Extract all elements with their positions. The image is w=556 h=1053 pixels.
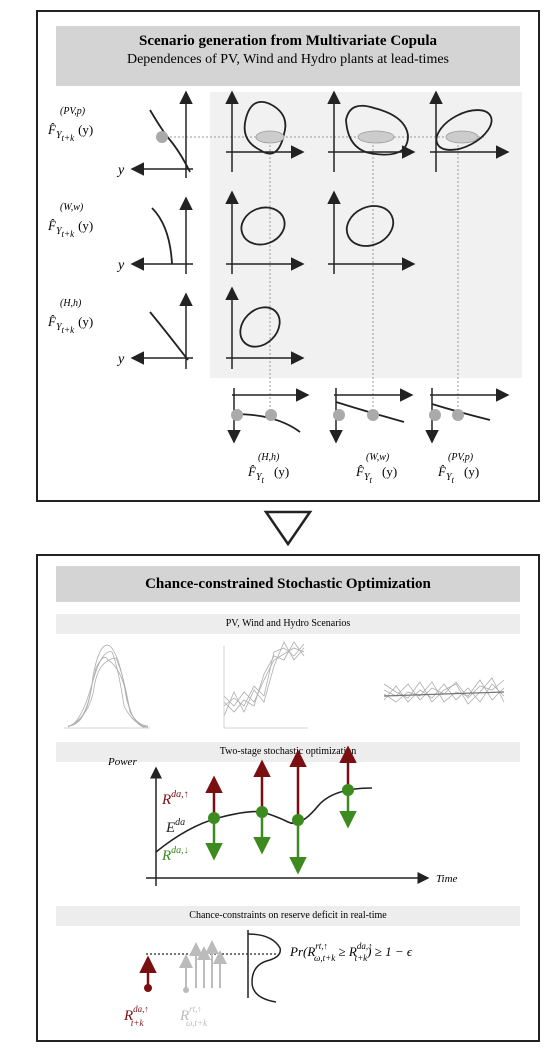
copula-plot-r1c1: [225, 90, 305, 172]
scenario-wind: [223, 641, 308, 729]
svg-text:F̂Yt(y): F̂Yt(y): [247, 464, 289, 485]
copula-title: Scenario generation from Multivariate Co…: [138, 33, 437, 49]
y-label-row2: y: [116, 258, 125, 273]
cdf-row3: [130, 292, 193, 369]
svg-text:(H,h): (H,h): [60, 298, 82, 309]
scenarios-label: PV, Wind and Hydro Scenarios: [56, 614, 520, 634]
svg-text:F̂Yt(y): F̂Yt(y): [437, 464, 479, 485]
left-cdf-labels: F̂Yt+k(y) (PV,p) F̂Yt+k(y) (W,w) F̂Yt+k(…: [47, 106, 93, 335]
svg-text:F̂Yt+k(y): F̂Yt+k(y): [47, 122, 93, 143]
svg-text:(PV,p): (PV,p): [60, 106, 86, 117]
svg-text:F̂Yt+k(y): F̂Yt+k(y): [47, 314, 93, 335]
copula-subtitle: Dependences of PV, Wind and Hydro plants…: [126, 52, 449, 67]
chance-label: Chance-constraints on reserve deficit in…: [56, 906, 520, 926]
svg-text:(PV,p): (PV,p): [448, 452, 474, 463]
marginal-h: [227, 388, 310, 444]
svg-text:(W,w): (W,w): [366, 452, 390, 463]
dotted-guides: [162, 136, 486, 415]
svg-text:F̂Yt(y): F̂Yt(y): [355, 464, 397, 485]
r-up-label: Rda,↑: [161, 789, 189, 808]
r-rt-label: Rrt,↑ ω,t+k: [179, 1004, 208, 1028]
flow-arrow-icon: [263, 510, 313, 547]
time-label: Time: [436, 873, 458, 885]
copula-panel: Scenario generation from Multivariate Co…: [36, 10, 540, 502]
optimization-diagram: Power Time Rda,↑ Eda Rda,↓ Pr(Rrt,↑ ω,t+k…: [64, 641, 505, 1028]
y-label-row3: y: [116, 352, 125, 367]
copula-plot-r3c1: [225, 286, 305, 369]
scenario-pv: [64, 644, 150, 729]
copula-plot-r2c2: [327, 190, 416, 274]
svg-text:F̂Yt+k(y): F̂Yt+k(y): [47, 218, 93, 239]
copula-plot-r1c3: [429, 90, 510, 172]
marginal-pv: [425, 388, 510, 444]
svg-text:(H,h): (H,h): [258, 452, 280, 463]
optimization-title: Chance-constrained Stochastic Optimizati…: [56, 566, 520, 602]
copula-plot-r2c1: [225, 190, 305, 274]
cdf-row1: [130, 90, 193, 178]
r-down-label: Rda,↓: [161, 845, 189, 864]
y-label-row1: y: [116, 163, 125, 178]
chance-plot: Pr(Rrt,↑ ω,t+k ≥ Rda,↑ t+k) ≥ 1 − ϵ Rda,↑ t…: [123, 930, 413, 1028]
optimization-panel: Chance-constrained Stochastic Optimizati…: [36, 554, 540, 1042]
chance-formula: Pr(Rrt,↑ ω,t+k ≥ Rda,↑ t+k) ≥ 1 − ϵ: [289, 941, 413, 963]
copula-diagram: y y y F̂Yt+k(y) (PV,p) F̂Yt+k(y) (W,w) F…: [47, 90, 522, 485]
scenario-hydro: [383, 677, 505, 705]
copula-header: Scenario generation from Multivariate Co…: [56, 26, 520, 86]
marginal-w: [329, 388, 414, 444]
power-label: Power: [107, 756, 137, 768]
copula-plot-r1c2: [327, 90, 416, 172]
r-da-label: Rda,↑ t+k: [123, 1004, 149, 1028]
bottom-cdf-labels: F̂Yt(y) (H,h) F̂Yt(y) (W,w) F̂Yt(y) (PV,…: [247, 452, 479, 485]
two-stage-plot: Power Time Rda,↑ Eda Rda,↓: [107, 745, 458, 886]
cdf-row2: [130, 196, 193, 274]
two-stage-label: Two-stage stochastic optimization: [56, 742, 520, 762]
e-da-label: Eda: [165, 817, 185, 836]
svg-text:(W,w): (W,w): [60, 202, 84, 213]
